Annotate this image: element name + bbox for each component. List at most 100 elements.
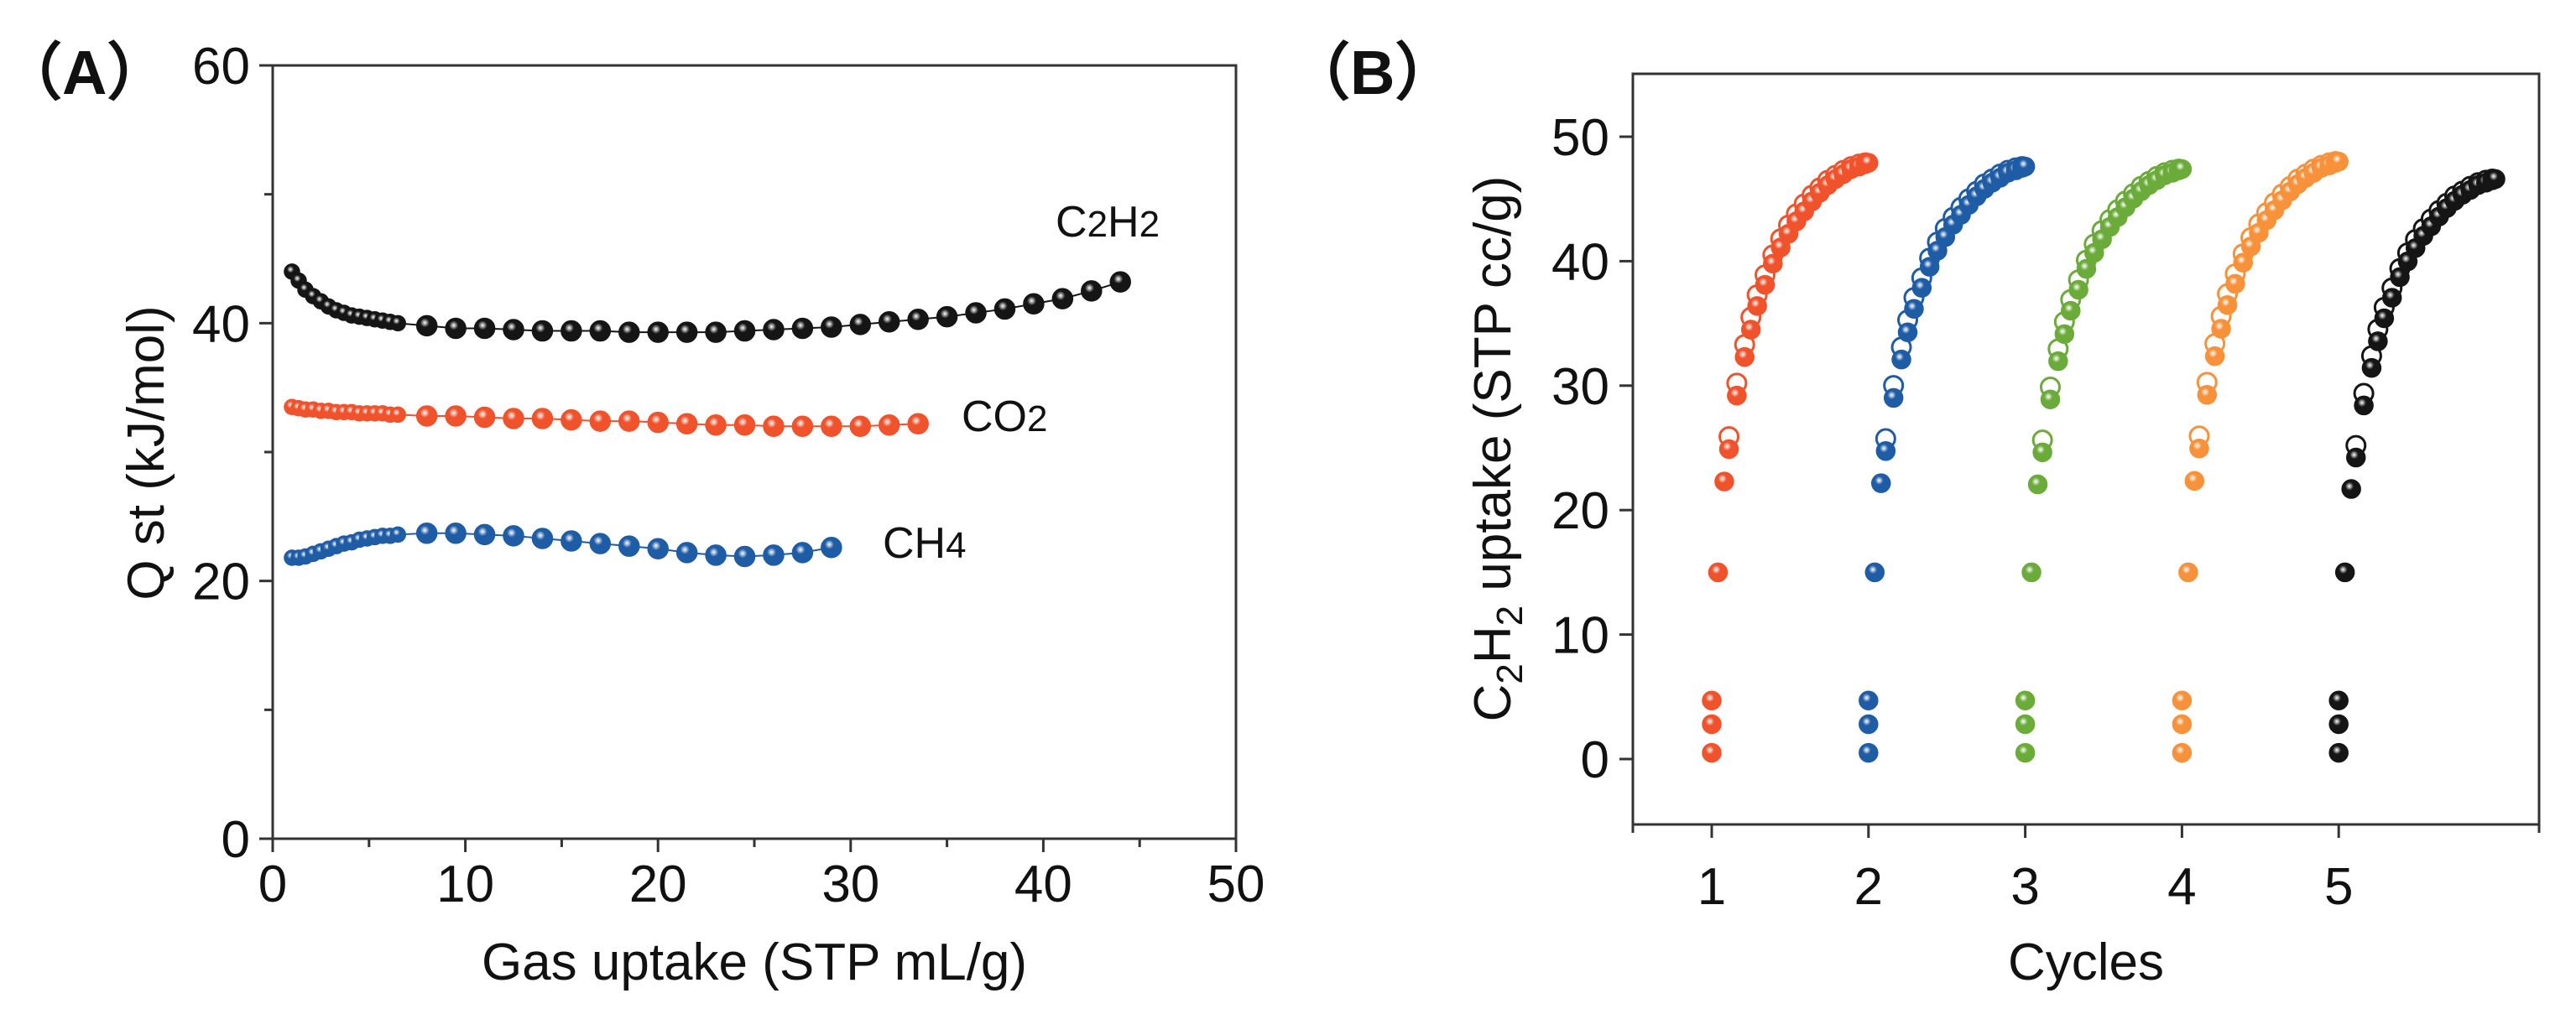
x-tick-label: 0 [258, 855, 287, 913]
data-point [821, 536, 842, 559]
data-point [389, 406, 406, 424]
adsorption-point [2189, 438, 2209, 459]
panel-a-y-axis-title: Q st (kJ/mol) [117, 305, 175, 600]
y-tick-label: 60 [192, 38, 250, 96]
adsorption-point [2233, 252, 2254, 273]
adsorption-point [1714, 471, 1734, 491]
adsorption-point [1864, 562, 1885, 583]
adsorption-point [2328, 714, 2349, 735]
adsorption-point [2374, 308, 2395, 329]
adsorption-point [2015, 742, 2036, 763]
adsorption-point [2341, 479, 2361, 499]
y-tick-label: 30 [1551, 358, 1609, 416]
adsorption-point [1875, 441, 1896, 461]
x-tick-label: 40 [1014, 855, 1072, 913]
adsorption-point [1734, 346, 1755, 367]
adsorption-point [1904, 299, 1924, 319]
data-point [618, 535, 640, 557]
adsorption-point [2015, 714, 2036, 735]
data-point [415, 405, 438, 427]
adsorption-point [2211, 319, 2231, 339]
data-point [389, 526, 406, 543]
adsorption-point [1883, 387, 1904, 408]
data-point [849, 314, 872, 335]
data-point [733, 545, 756, 568]
data-point [618, 321, 640, 343]
data-point [445, 523, 467, 544]
series-label-c2h2: C2H2 [1056, 198, 1160, 247]
data-point [965, 302, 987, 324]
cycle-4-series [2172, 151, 2349, 763]
y-tick-label: 40 [192, 295, 250, 353]
x-tick-label: 1 [1697, 858, 1726, 916]
adsorption-point [1859, 742, 1879, 763]
adsorption-point [2040, 389, 2061, 409]
adsorption-point [2068, 279, 2088, 300]
data-point [561, 408, 582, 431]
panel-b-x-axis-title: Cycles [2008, 933, 2164, 991]
adsorption-point [2172, 690, 2193, 711]
y-tick-label: 0 [222, 811, 250, 869]
data-point [705, 544, 727, 566]
adsorption-point [2172, 159, 2193, 179]
data-point [878, 311, 900, 333]
x-tick-label: 5 [2324, 858, 2353, 916]
adsorption-point [2032, 442, 2052, 463]
adsorption-point [2334, 562, 2355, 583]
adsorption-point [2204, 346, 2225, 367]
adsorption-point [2015, 156, 2036, 177]
data-point [445, 317, 467, 340]
adsorption-point [1718, 439, 1739, 460]
panel-a-frame [271, 64, 1238, 840]
adsorption-point [2217, 294, 2238, 315]
adsorption-point [2048, 351, 2068, 372]
adsorption-point [2172, 714, 2193, 735]
adsorption-point [2197, 385, 2218, 405]
adsorption-point [2184, 471, 2205, 491]
cycle-2-series [1859, 156, 2036, 763]
panel-a: （A） 0 10 20 30 40 50 0 20 40 60 Gas uptake (STP m… [0, 38, 1265, 991]
data-point [763, 415, 785, 438]
adsorption-point [2076, 258, 2097, 279]
adsorption-point [1727, 385, 1747, 406]
panel-b-frame [1631, 72, 2541, 826]
x-tick-label: 4 [2167, 858, 2196, 916]
adsorption-point [2381, 288, 2402, 308]
adsorption-point [2354, 395, 2374, 416]
data-point [589, 410, 612, 432]
data-point [821, 415, 842, 438]
adsorption-point [2368, 331, 2388, 351]
data-point [849, 415, 872, 438]
y-tick-label: 20 [192, 554, 250, 611]
data-point [705, 413, 727, 436]
data-point [1051, 288, 1074, 309]
adsorption-point [2390, 267, 2410, 288]
x-tick-label: 2 [1854, 858, 1883, 916]
adsorption-point [1763, 253, 1783, 274]
data-point [415, 523, 438, 544]
adsorption-point [1755, 274, 1776, 295]
adsorption-point [2172, 742, 2193, 763]
adsorption-point [2061, 300, 2081, 321]
data-point [531, 528, 554, 549]
y-tick-label: 20 [1551, 482, 1609, 540]
adsorption-point [1859, 153, 1879, 173]
y-tick-label: 0 [1581, 731, 1609, 789]
cycle-5-series [2328, 168, 2506, 763]
adsorption-point [2225, 273, 2245, 294]
adsorption-point [1859, 714, 1879, 735]
adsorption-point [1897, 322, 1918, 342]
x-tick-label: 3 [2010, 858, 2039, 916]
data-point [589, 320, 612, 342]
data-point [878, 413, 900, 436]
x-tick-label: 20 [629, 855, 687, 913]
data-point [561, 320, 582, 342]
data-point [675, 542, 698, 564]
adsorption-point [2178, 562, 2198, 583]
cycle-1-series [1702, 152, 1879, 763]
adsorption-point [1859, 690, 1879, 711]
x-tick-label: 30 [821, 855, 879, 913]
panel-b-y-axis-title: C2H2 uptake (STP cc/g) [1464, 176, 1530, 722]
data-point [1109, 271, 1131, 293]
